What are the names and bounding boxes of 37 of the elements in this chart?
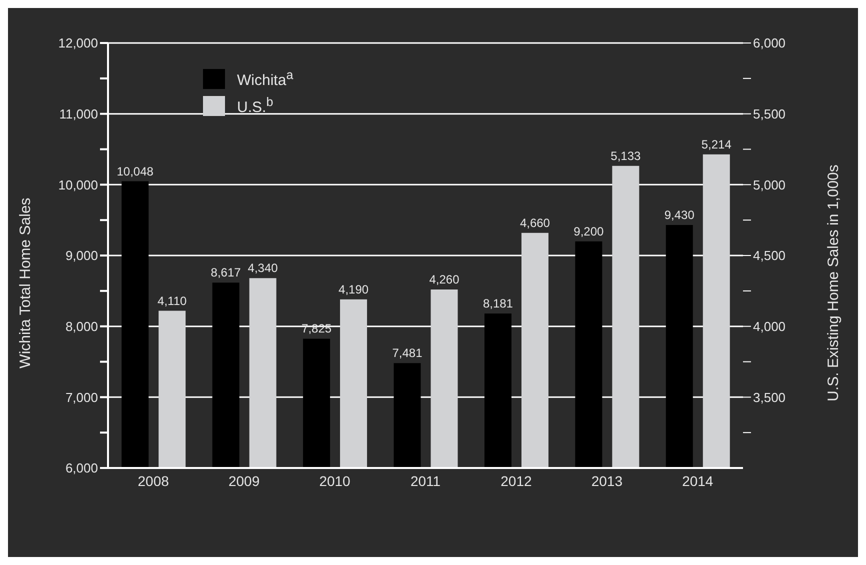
- y-axis-title: Wichita Total Home Sales: [17, 198, 34, 368]
- y2-tick-label: 6,000: [753, 36, 786, 51]
- data-label: 9,430: [664, 208, 695, 222]
- data-label: 8,617: [210, 266, 242, 280]
- x-tick-label: 2014: [682, 472, 714, 489]
- data-label: 4,190: [338, 282, 369, 296]
- data-label: 10,048: [116, 164, 154, 178]
- y-tick-label: 12,000: [58, 36, 98, 51]
- y-tick-label: 9,000: [65, 248, 98, 264]
- y-tick-label: 10,000: [58, 177, 98, 192]
- x-tick-label: 2012: [500, 472, 532, 489]
- legend-label: Wichita$^{a}$: [237, 68, 294, 89]
- x-tick-label: 2013: [591, 472, 623, 489]
- y-tick-label: 11,000: [59, 106, 98, 122]
- data-label: 5,214: [701, 137, 732, 152]
- x-tick-label: 2011: [410, 472, 441, 489]
- legend-label: U.S.$^{b}$: [237, 95, 274, 116]
- x-tick-label: 2008: [138, 472, 170, 489]
- data-label: 7,481: [392, 346, 423, 360]
- y2-tick-label: 5,500: [753, 106, 786, 122]
- x-tick-label: 2010: [319, 472, 351, 489]
- y-tick-label: 7,000: [65, 390, 98, 405]
- data-label: 4,260: [429, 272, 460, 286]
- x-tick-label: 2009: [228, 472, 260, 489]
- data-label: 4,110: [158, 294, 187, 308]
- y2-tick-label: 4,000: [753, 318, 786, 334]
- y-tick-label: 8,000: [65, 318, 98, 334]
- y-tick-label: 6,000: [65, 460, 98, 476]
- data-label: 4,660: [520, 216, 550, 230]
- y2-axis-title: U.S. Existing Home Sales in 1,000s: [825, 164, 842, 402]
- y2-tick-label: 5,000: [753, 177, 786, 192]
- data-label: 4,340: [248, 261, 278, 276]
- y2-tick-label: 4,500: [753, 248, 786, 264]
- y2-tick-label: 3,500: [753, 390, 786, 405]
- data-label: 5,133: [610, 148, 642, 163]
- data-label: 9,200: [574, 224, 604, 238]
- data-label: 8,181: [482, 296, 514, 311]
